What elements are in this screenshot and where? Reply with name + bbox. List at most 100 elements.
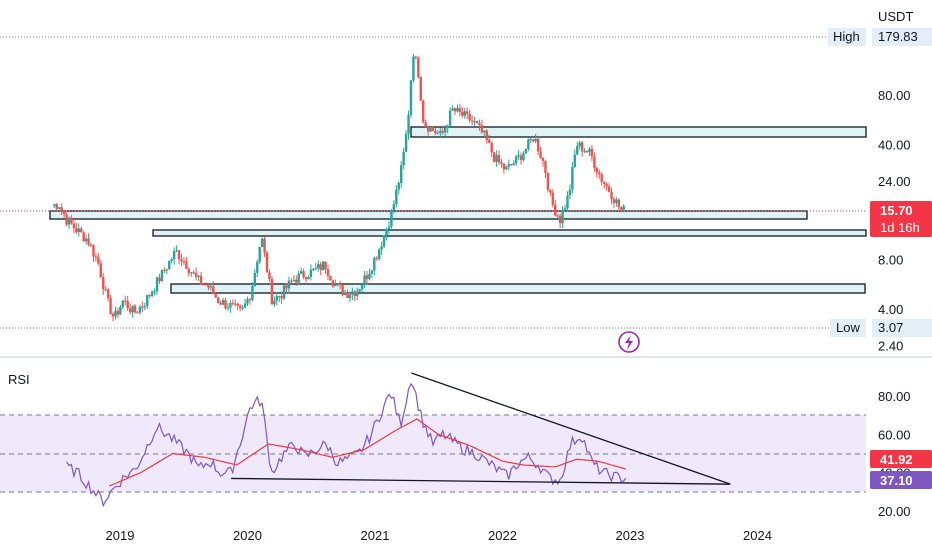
candle-body: [175, 250, 178, 252]
candle-body: [598, 172, 601, 175]
candle-body: [226, 307, 230, 309]
candle-body: [109, 298, 112, 315]
candle-body: [409, 80, 413, 115]
candle-body: [336, 283, 339, 286]
candle-body: [426, 125, 430, 132]
candle-body: [160, 269, 164, 282]
rsi-ma-value: 41.92: [880, 452, 913, 467]
candle-body: [382, 235, 386, 247]
candle-body: [209, 286, 213, 288]
candle-body: [124, 300, 127, 302]
rsi-value: 37.10: [880, 473, 913, 488]
candle-body: [363, 275, 366, 285]
candle-body: [365, 275, 369, 280]
candle-body: [453, 108, 457, 112]
candle-body: [446, 125, 449, 128]
time-tick-label: 2021: [361, 528, 390, 543]
candle-body: [563, 208, 567, 211]
rsi-value-badge: 37.10: [870, 471, 932, 489]
candle-body: [414, 56, 418, 58]
candle-body: [573, 154, 577, 168]
candle-body: [58, 207, 61, 209]
candle-body: [82, 232, 85, 242]
candle-body: [214, 293, 217, 298]
candle-body: [483, 130, 486, 133]
candle-body: [146, 295, 149, 307]
candle-body: [131, 305, 134, 313]
candle-body: [578, 142, 581, 147]
candle-body: [571, 167, 574, 190]
candle-body: [170, 259, 173, 261]
candle-body: [168, 260, 171, 270]
time-tick-label: 2019: [106, 528, 135, 543]
candle-body: [510, 164, 513, 166]
candle-body: [585, 151, 589, 153]
candle-body: [165, 269, 169, 271]
candle-body: [282, 285, 286, 299]
candle-body: [94, 256, 98, 258]
candle-body: [380, 246, 383, 250]
candle-body: [256, 261, 259, 273]
candle-body: [106, 289, 110, 299]
candle-body: [324, 261, 327, 270]
candle-body: [143, 306, 147, 308]
candle-body: [610, 191, 613, 200]
candle-body: [473, 120, 476, 122]
candle-body: [451, 108, 454, 111]
candle-body: [97, 257, 100, 264]
candle-body: [304, 277, 308, 280]
candle-body: [70, 217, 73, 224]
candle-body: [104, 289, 107, 291]
candle-body: [375, 257, 378, 259]
candle-body: [541, 157, 545, 161]
candle-body: [92, 245, 95, 257]
candle-body: [341, 285, 344, 295]
candle-body: [295, 279, 298, 283]
rsi-line: [66, 382, 627, 508]
last-price-value: 15.70: [880, 203, 913, 218]
candle-body: [150, 291, 154, 296]
price-tick-label: 4.00: [878, 302, 903, 317]
candle-body: [84, 238, 88, 242]
candle-body: [353, 291, 356, 296]
candle-body: [263, 238, 266, 253]
candle-body: [419, 77, 422, 101]
candle-body: [75, 227, 78, 232]
candle-body: [285, 285, 288, 289]
candle-body: [422, 100, 425, 123]
candle-body: [417, 57, 420, 78]
candle-body: [554, 204, 557, 216]
candle-body: [307, 276, 310, 280]
candle-body: [397, 182, 400, 190]
candle-body: [253, 272, 257, 287]
candle-body: [77, 228, 80, 232]
candle-body: [99, 263, 102, 278]
candle-body: [141, 306, 144, 308]
high-marker: High 179.83: [828, 28, 932, 46]
price-pane: [0, 36, 867, 353]
candle-body: [229, 303, 232, 308]
candle-body: [234, 303, 237, 305]
candle-body: [238, 305, 242, 308]
candle-body: [260, 238, 264, 248]
time-tick-label: 2022: [488, 528, 517, 543]
candle-body: [89, 244, 93, 246]
candle-body: [497, 154, 501, 163]
candle-body: [500, 162, 503, 164]
candle-body: [370, 270, 374, 274]
candle-body: [395, 189, 398, 205]
candle-body: [590, 148, 594, 157]
candle-body: [495, 154, 498, 162]
candle-body: [187, 268, 191, 274]
candle-body: [236, 303, 239, 306]
candle-body: [72, 223, 76, 228]
rsi-ma-line: [108, 418, 626, 487]
support-zone: [152, 229, 867, 237]
candle-body: [326, 269, 330, 277]
candle-body: [53, 204, 56, 206]
price-tick-label: 2.40: [878, 338, 903, 353]
candle-body: [194, 272, 198, 277]
candle-body: [67, 217, 71, 225]
candle-body: [539, 151, 542, 158]
candles-group: [53, 54, 625, 322]
